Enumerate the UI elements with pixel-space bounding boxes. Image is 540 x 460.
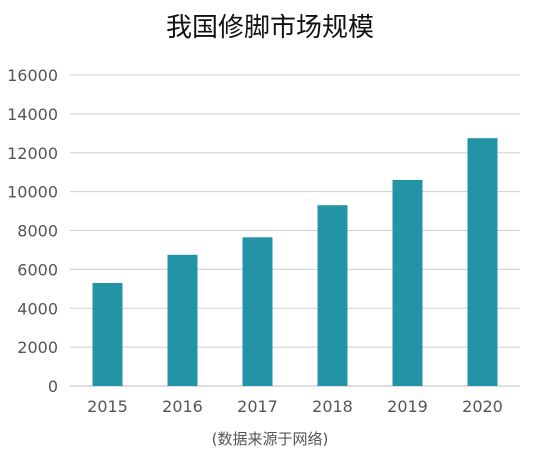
source-note: (数据来源于网络) <box>212 430 329 448</box>
y-tick-label: 12000 <box>7 144 58 163</box>
y-tick-label: 4000 <box>17 299 58 318</box>
x-tick-label: 2020 <box>462 397 503 416</box>
bar-2015 <box>92 282 123 386</box>
y-tick-label: 14000 <box>7 105 58 124</box>
bar-2017 <box>242 237 273 386</box>
y-axis-ticks: 0 2000 4000 6000 8000 10000 12000 14000 16000 <box>7 66 58 396</box>
chart-title: 我国修脚市场规模 <box>166 13 374 43</box>
x-tick-label: 2017 <box>237 397 278 416</box>
y-tick-label: 2000 <box>17 338 58 357</box>
x-tick-label: 2019 <box>387 397 428 416</box>
bars <box>92 138 498 386</box>
bar-2019 <box>392 179 423 386</box>
x-tick-label: 2015 <box>87 397 128 416</box>
y-tick-label: 16000 <box>7 66 58 85</box>
y-tick-label: 6000 <box>17 260 58 279</box>
x-tick-label: 2018 <box>312 397 353 416</box>
x-axis-ticks: 2015 2016 2017 2018 2019 2020 <box>87 397 503 416</box>
bar-2018 <box>317 205 348 386</box>
x-tick-label: 2016 <box>162 397 203 416</box>
y-tick-label: 0 <box>48 377 58 396</box>
y-tick-label: 8000 <box>17 222 58 241</box>
bar-2016 <box>167 254 198 386</box>
bar-2020 <box>467 138 498 386</box>
grid-lines <box>70 74 520 387</box>
y-tick-label: 10000 <box>7 183 58 202</box>
